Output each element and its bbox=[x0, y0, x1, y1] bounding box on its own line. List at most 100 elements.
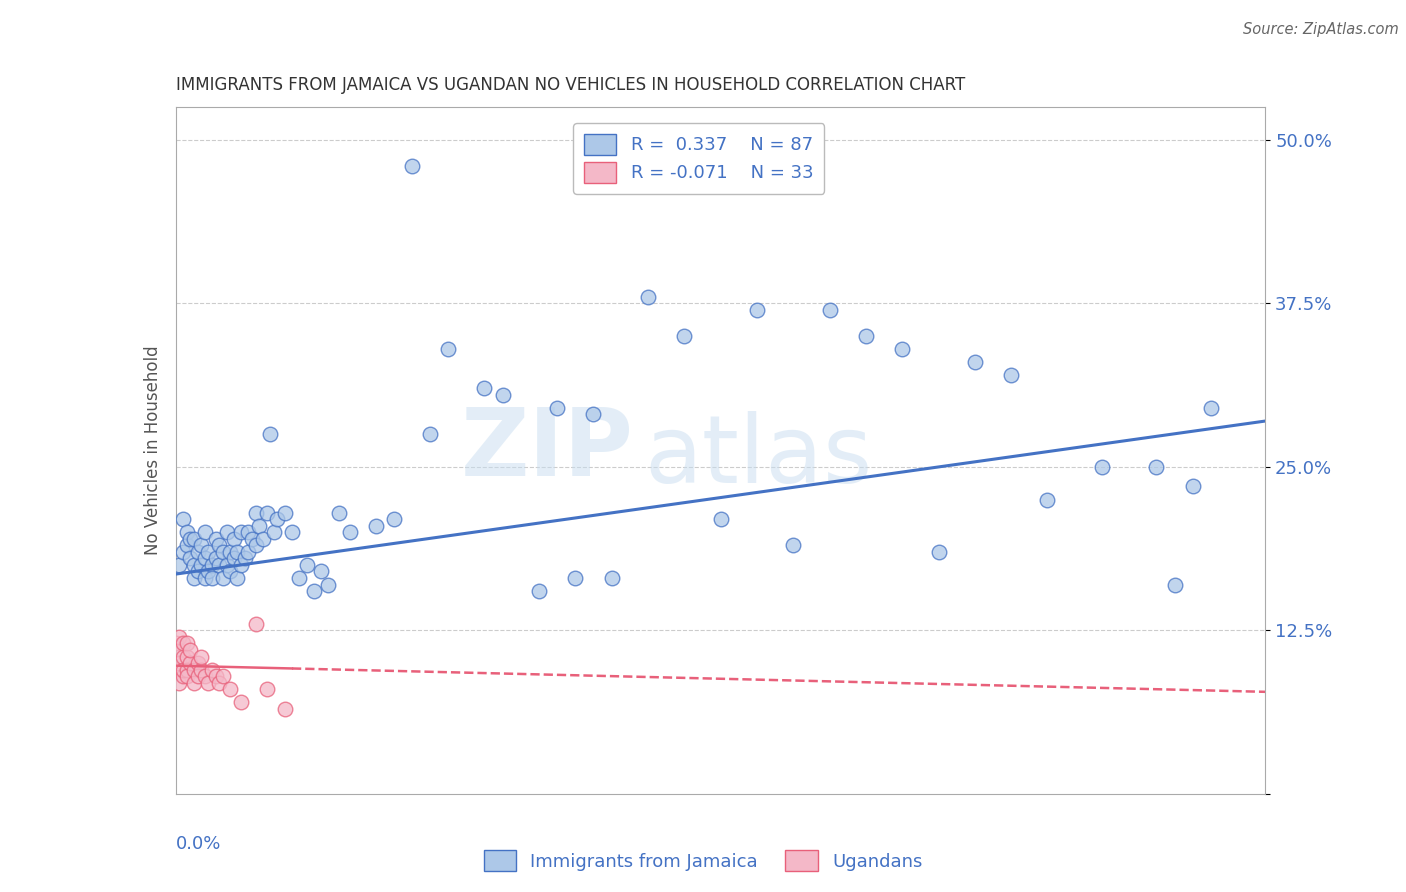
Point bbox=[274, 506, 297, 520]
Point bbox=[183, 532, 205, 546]
Point bbox=[169, 643, 191, 657]
Point bbox=[238, 525, 260, 540]
Point bbox=[208, 538, 231, 552]
Point bbox=[1000, 368, 1022, 383]
Point bbox=[256, 506, 278, 520]
Point bbox=[263, 525, 285, 540]
Point bbox=[208, 675, 231, 690]
Point bbox=[233, 551, 256, 566]
Point bbox=[245, 506, 267, 520]
Point bbox=[1036, 492, 1059, 507]
Point bbox=[256, 682, 278, 697]
Point bbox=[637, 290, 659, 304]
Point bbox=[172, 545, 194, 559]
Point bbox=[328, 506, 350, 520]
Point bbox=[231, 525, 253, 540]
Point bbox=[240, 532, 263, 546]
Point bbox=[165, 663, 187, 677]
Point bbox=[186, 565, 209, 579]
Point bbox=[194, 669, 217, 683]
Point bbox=[176, 649, 198, 664]
Point bbox=[247, 518, 270, 533]
Point bbox=[190, 663, 212, 677]
Text: #d8e8f4: #d8e8f4 bbox=[717, 450, 724, 451]
Point bbox=[169, 558, 191, 572]
Point bbox=[179, 643, 201, 657]
Point bbox=[194, 571, 217, 585]
Text: Source: ZipAtlas.com: Source: ZipAtlas.com bbox=[1243, 22, 1399, 37]
Point bbox=[266, 512, 288, 526]
Point bbox=[259, 427, 281, 442]
Point bbox=[401, 159, 423, 173]
Point bbox=[245, 616, 267, 631]
Point bbox=[176, 636, 198, 650]
Point bbox=[855, 329, 877, 343]
Point bbox=[201, 663, 224, 677]
Text: 0.0%: 0.0% bbox=[176, 835, 221, 853]
Point bbox=[183, 558, 205, 572]
Point bbox=[226, 571, 249, 585]
Point bbox=[172, 663, 194, 677]
Point bbox=[222, 532, 245, 546]
Legend: Immigrants from Jamaica, Ugandans: Immigrants from Jamaica, Ugandans bbox=[477, 843, 929, 879]
Point bbox=[201, 558, 224, 572]
Point bbox=[222, 551, 245, 566]
Point bbox=[204, 551, 226, 566]
Point bbox=[281, 525, 304, 540]
Point bbox=[231, 695, 253, 709]
Point bbox=[1199, 401, 1222, 415]
Point bbox=[219, 682, 242, 697]
Point bbox=[183, 675, 205, 690]
Text: IMMIGRANTS FROM JAMAICA VS UGANDAN NO VEHICLES IN HOUSEHOLD CORRELATION CHART: IMMIGRANTS FROM JAMAICA VS UGANDAN NO VE… bbox=[176, 77, 965, 95]
Point bbox=[212, 669, 235, 683]
Point bbox=[186, 545, 209, 559]
Point bbox=[172, 669, 194, 683]
Point bbox=[204, 669, 226, 683]
Point bbox=[212, 571, 235, 585]
Point bbox=[564, 571, 586, 585]
Point bbox=[183, 663, 205, 677]
Point bbox=[1181, 479, 1204, 493]
Point bbox=[963, 355, 986, 369]
Legend: R =  0.337    N = 87, R = -0.071    N = 33: R = 0.337 N = 87, R = -0.071 N = 33 bbox=[574, 123, 824, 194]
Point bbox=[215, 525, 238, 540]
Point bbox=[197, 675, 219, 690]
Point bbox=[169, 656, 191, 670]
Point bbox=[318, 577, 340, 591]
Point bbox=[527, 584, 550, 599]
Point bbox=[231, 558, 253, 572]
Point bbox=[339, 525, 361, 540]
Point bbox=[1091, 459, 1114, 474]
Text: atlas: atlas bbox=[644, 411, 873, 503]
Point bbox=[212, 545, 235, 559]
Point bbox=[928, 545, 950, 559]
Point bbox=[197, 565, 219, 579]
Point bbox=[208, 558, 231, 572]
Y-axis label: No Vehicles in Household: No Vehicles in Household bbox=[143, 345, 162, 556]
Point bbox=[219, 565, 242, 579]
Point bbox=[172, 512, 194, 526]
Point bbox=[673, 329, 696, 343]
Point bbox=[186, 669, 209, 683]
Point bbox=[582, 408, 605, 422]
Point bbox=[382, 512, 405, 526]
Point bbox=[215, 558, 238, 572]
Point bbox=[238, 545, 260, 559]
Point bbox=[176, 669, 198, 683]
Point bbox=[252, 532, 274, 546]
Point bbox=[274, 702, 297, 716]
Point bbox=[204, 532, 226, 546]
Point bbox=[245, 538, 267, 552]
Point bbox=[419, 427, 441, 442]
Point bbox=[891, 342, 914, 356]
Point bbox=[176, 663, 198, 677]
Point bbox=[474, 381, 496, 395]
Point bbox=[169, 675, 191, 690]
Point bbox=[165, 636, 187, 650]
Point bbox=[364, 518, 387, 533]
Point bbox=[782, 538, 804, 552]
Point bbox=[197, 545, 219, 559]
Point bbox=[492, 388, 515, 402]
Point bbox=[169, 630, 191, 644]
Point bbox=[302, 584, 325, 599]
